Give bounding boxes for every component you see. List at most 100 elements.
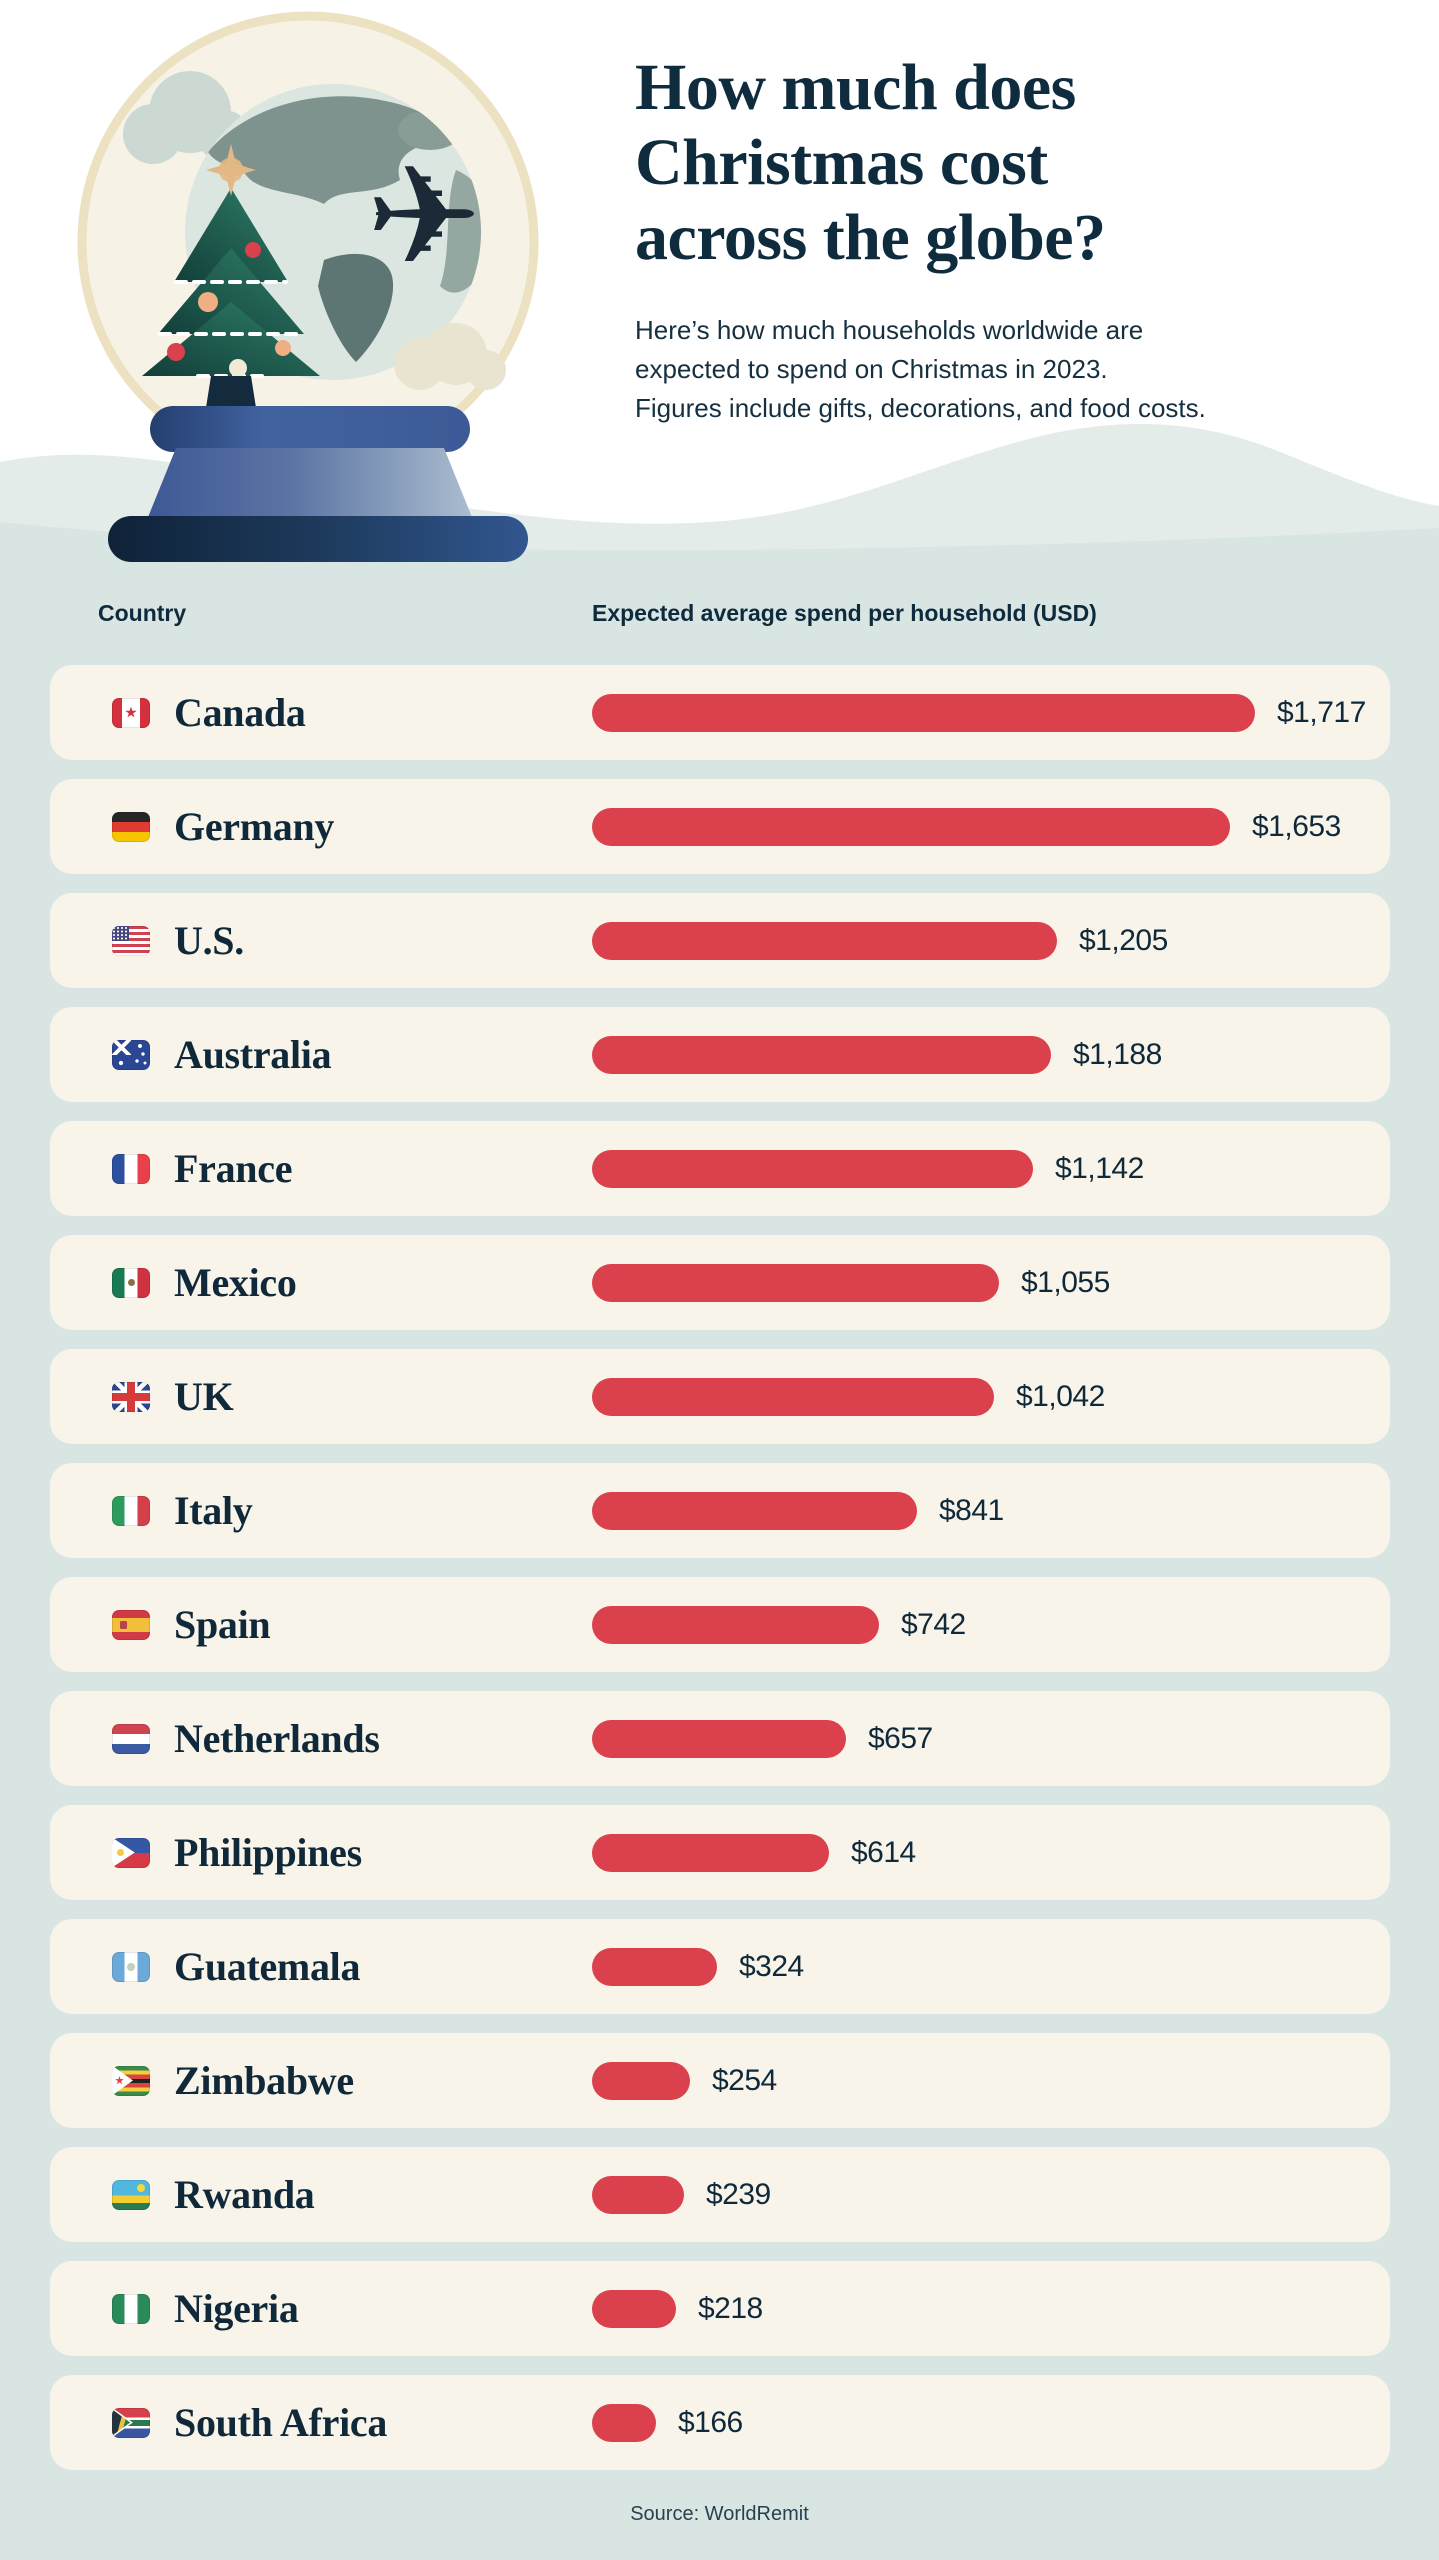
country-flag-icon bbox=[112, 1267, 150, 1298]
spend-value: $1,188 bbox=[1073, 1037, 1162, 1071]
bar-row: $1,055 bbox=[592, 1235, 1370, 1330]
spend-value: $742 bbox=[901, 1607, 966, 1641]
country-name: Netherlands bbox=[174, 1716, 380, 1761]
country-flag-icon bbox=[112, 1153, 150, 1184]
bar-row: $1,653 bbox=[592, 779, 1370, 874]
title-line: Christmas cost bbox=[635, 126, 1048, 199]
country-flag-icon bbox=[112, 1039, 150, 1070]
subtitle-line: Figures include gifts, decorations, and … bbox=[635, 393, 1206, 423]
country-row-card: Nigeria $218 bbox=[50, 2261, 1390, 2356]
country-row-card: Netherlands $657 bbox=[50, 1691, 1390, 1786]
spend-bar bbox=[592, 2289, 676, 2328]
country-name: Australia bbox=[174, 1032, 332, 1077]
spend-value: $324 bbox=[739, 1949, 804, 1983]
country-cell: Rwanda bbox=[112, 2171, 315, 2218]
spend-bar bbox=[592, 1833, 829, 1872]
country-cell: Guatemala bbox=[112, 1943, 360, 1990]
bar-row: $1,205 bbox=[592, 893, 1370, 988]
country-name: Mexico bbox=[174, 1260, 297, 1305]
spend-value: $1,653 bbox=[1252, 809, 1341, 843]
page-title: How much does Christmas cost across the … bbox=[635, 50, 1395, 275]
bar-row: $218 bbox=[592, 2261, 1370, 2356]
country-name: France bbox=[174, 1146, 293, 1191]
page-subtitle: Here’s how much households worldwide are… bbox=[635, 311, 1395, 428]
country-cell: Philippines bbox=[112, 1829, 362, 1876]
country-flag-icon bbox=[112, 2407, 150, 2438]
spend-bar bbox=[592, 2061, 690, 2100]
country-name: Guatemala bbox=[174, 1944, 361, 1989]
country-flag-icon bbox=[112, 1609, 150, 1640]
spend-bar bbox=[592, 1149, 1033, 1188]
spend-bar bbox=[592, 921, 1057, 960]
bar-row: $239 bbox=[592, 2147, 1370, 2242]
country-cell: Spain bbox=[112, 1601, 271, 1648]
country-name: Italy bbox=[174, 1488, 253, 1533]
country-cell: UK bbox=[112, 1373, 234, 1420]
snow-globe-illustration: ✈ bbox=[48, 2, 568, 572]
bar-row: $1,717 bbox=[592, 665, 1370, 760]
country-rows: Canada $1,717 Germany $1,653 U.S. $1,205 bbox=[50, 665, 1390, 2489]
country-name: Philippines bbox=[174, 1830, 362, 1875]
spend-value: $1,717 bbox=[1277, 695, 1366, 729]
country-name: Spain bbox=[174, 1602, 271, 1647]
country-cell: South Africa bbox=[112, 2399, 387, 2446]
country-flag-icon bbox=[112, 1495, 150, 1526]
country-row-card: Guatemala $324 bbox=[50, 1919, 1390, 2014]
country-row-card: Canada $1,717 bbox=[50, 665, 1390, 760]
spend-bar bbox=[592, 807, 1230, 846]
country-flag-icon bbox=[112, 2179, 150, 2210]
country-flag-icon bbox=[112, 697, 150, 728]
country-row-card: South Africa $166 bbox=[50, 2375, 1390, 2470]
spend-value: $1,055 bbox=[1021, 1265, 1110, 1299]
country-row-card: Philippines $614 bbox=[50, 1805, 1390, 1900]
spend-bar bbox=[592, 2175, 684, 2214]
spend-value: $614 bbox=[851, 1835, 916, 1869]
column-header-country: Country bbox=[98, 600, 187, 626]
bar-row: $324 bbox=[592, 1919, 1370, 2014]
country-cell: Mexico bbox=[112, 1259, 297, 1306]
country-row-card: Zimbabwe $254 bbox=[50, 2033, 1390, 2128]
bar-row: $742 bbox=[592, 1577, 1370, 1672]
hero-text: How much does Christmas cost across the … bbox=[635, 50, 1395, 428]
spend-value: $166 bbox=[678, 2405, 743, 2439]
spend-value: $841 bbox=[939, 1493, 1004, 1527]
country-name: U.S. bbox=[174, 918, 244, 963]
spend-value: $239 bbox=[706, 2177, 771, 2211]
country-cell: Italy bbox=[112, 1487, 253, 1534]
country-row-card: Germany $1,653 bbox=[50, 779, 1390, 874]
airplane-icon: ✈ bbox=[366, 136, 482, 297]
country-row-card: Australia $1,188 bbox=[50, 1007, 1390, 1102]
country-flag-icon bbox=[112, 1951, 150, 1982]
title-line: How much does bbox=[635, 51, 1076, 124]
bar-row: $1,142 bbox=[592, 1121, 1370, 1216]
country-flag-icon bbox=[112, 811, 150, 842]
spend-bar bbox=[592, 1719, 846, 1758]
country-flag-icon bbox=[112, 2065, 150, 2096]
country-flag-icon bbox=[112, 2293, 150, 2324]
country-name: Nigeria bbox=[174, 2286, 299, 2331]
bar-row: $254 bbox=[592, 2033, 1370, 2128]
country-cell: France bbox=[112, 1145, 292, 1192]
spend-value: $254 bbox=[712, 2063, 777, 2097]
column-header-spend: Expected average spend per household (US… bbox=[592, 600, 1097, 626]
spend-bar bbox=[592, 1035, 1051, 1074]
country-row-card: Mexico $1,055 bbox=[50, 1235, 1390, 1330]
country-flag-icon bbox=[112, 1723, 150, 1754]
spend-value: $1,042 bbox=[1016, 1379, 1105, 1413]
country-name: Germany bbox=[174, 804, 335, 849]
country-cell: Canada bbox=[112, 689, 306, 736]
country-cell: Nigeria bbox=[112, 2285, 299, 2332]
christmas-tree bbox=[142, 144, 320, 414]
country-name: Zimbabwe bbox=[174, 2058, 354, 2103]
country-name: Rwanda bbox=[174, 2172, 315, 2217]
country-flag-icon bbox=[112, 1381, 150, 1412]
country-name: UK bbox=[174, 1374, 234, 1419]
country-cell: Netherlands bbox=[112, 1715, 380, 1762]
cloud-right bbox=[394, 323, 506, 390]
spend-bar bbox=[592, 693, 1255, 732]
spend-value: $218 bbox=[698, 2291, 763, 2325]
spend-bar bbox=[592, 1263, 999, 1302]
spend-bar bbox=[592, 1491, 917, 1530]
country-row-card: U.S. $1,205 bbox=[50, 893, 1390, 988]
